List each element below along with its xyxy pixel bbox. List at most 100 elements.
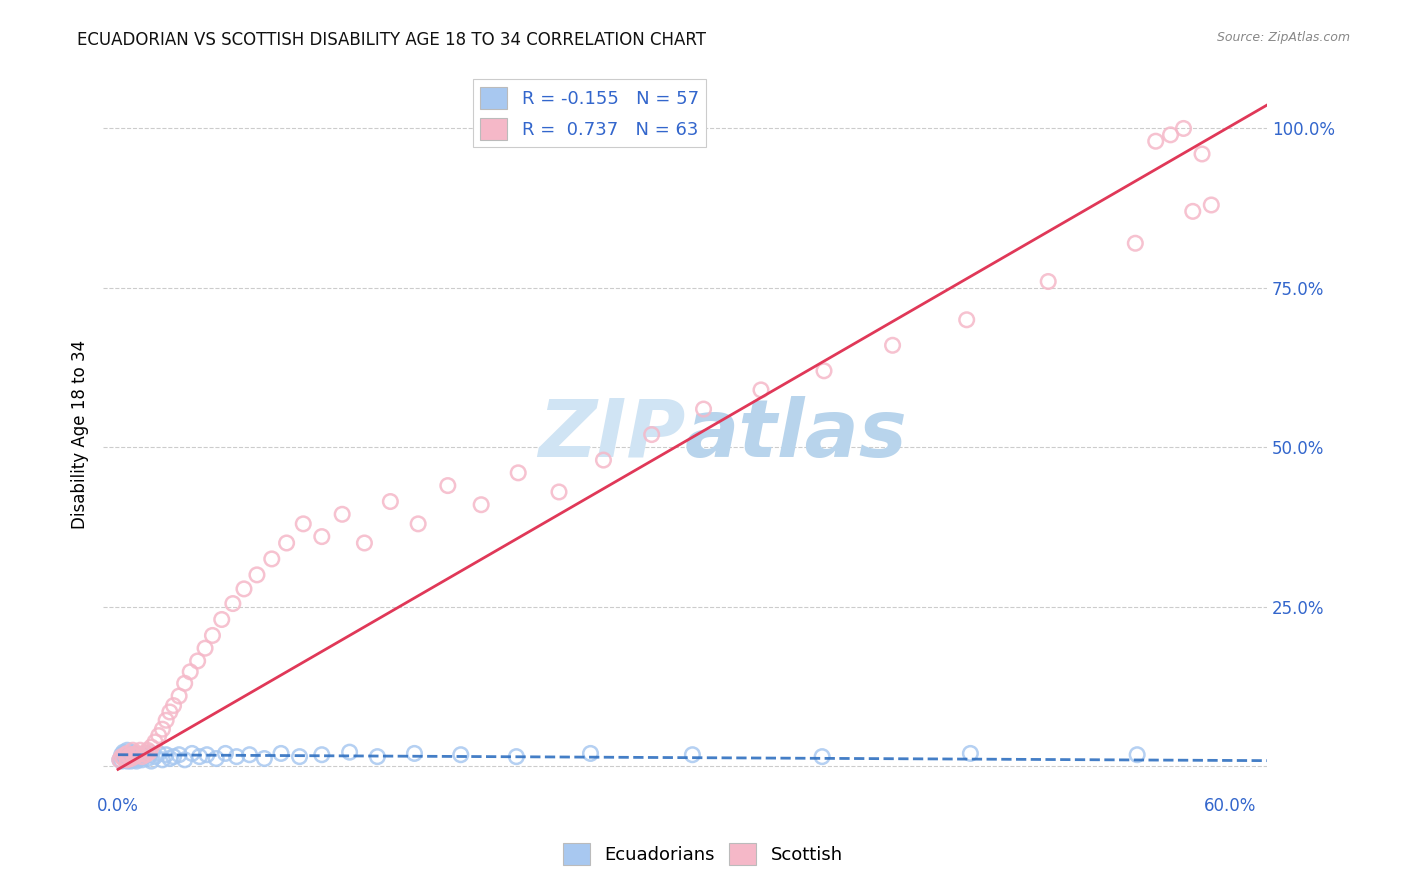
Point <box>111 754 134 768</box>
Point <box>1126 747 1149 762</box>
Point <box>692 402 714 417</box>
Point <box>138 747 160 762</box>
Point <box>211 613 233 627</box>
Point <box>141 740 163 755</box>
Point <box>811 749 834 764</box>
Point <box>121 747 143 762</box>
Text: atlas: atlas <box>685 395 908 474</box>
Text: Source: ZipAtlas.com: Source: ZipAtlas.com <box>1216 31 1350 45</box>
Point <box>179 665 201 679</box>
Point <box>292 516 315 531</box>
Point <box>1160 128 1182 142</box>
Point <box>233 582 256 596</box>
Point <box>127 747 149 762</box>
Point <box>118 747 141 762</box>
Point <box>276 536 298 550</box>
Point <box>194 641 217 656</box>
Point <box>162 749 184 764</box>
Point <box>114 753 136 767</box>
Point <box>118 753 141 767</box>
Point <box>311 747 333 762</box>
Point <box>353 536 375 550</box>
Point <box>135 747 157 762</box>
Point <box>138 745 160 759</box>
Point <box>152 753 174 767</box>
Point <box>135 747 157 761</box>
Point <box>114 747 136 761</box>
Point <box>640 427 662 442</box>
Point <box>270 747 292 761</box>
Point <box>136 751 159 765</box>
Point <box>260 552 283 566</box>
Point <box>288 749 311 764</box>
Point <box>127 751 149 765</box>
Point <box>1201 198 1223 212</box>
Point <box>238 747 260 762</box>
Point <box>187 654 209 668</box>
Point <box>124 747 146 761</box>
Point <box>121 747 143 762</box>
Point <box>1191 147 1213 161</box>
Point <box>195 747 218 762</box>
Point <box>115 754 138 768</box>
Point <box>1144 134 1167 148</box>
Point <box>152 722 174 736</box>
Point <box>813 364 835 378</box>
Y-axis label: Disability Age 18 to 34: Disability Age 18 to 34 <box>72 340 89 529</box>
Point <box>125 754 148 768</box>
Point <box>120 754 142 768</box>
Point <box>437 478 460 492</box>
Point <box>173 676 195 690</box>
Point <box>406 516 429 531</box>
Point <box>508 466 530 480</box>
Point <box>118 749 141 764</box>
Point <box>222 597 245 611</box>
Point <box>131 749 153 764</box>
Point <box>205 751 228 765</box>
Point <box>450 747 472 762</box>
Point <box>124 749 146 764</box>
Point <box>112 751 135 765</box>
Text: ECUADORIAN VS SCOTTISH DISABILITY AGE 18 TO 34 CORRELATION CHART: ECUADORIAN VS SCOTTISH DISABILITY AGE 18… <box>77 31 706 49</box>
Legend: Ecuadorians, Scottish: Ecuadorians, Scottish <box>555 836 851 872</box>
Point <box>1173 121 1195 136</box>
Point <box>155 747 177 762</box>
Point <box>108 753 131 767</box>
Point <box>956 312 979 326</box>
Point <box>1181 204 1204 219</box>
Point <box>111 749 134 764</box>
Point <box>148 729 170 743</box>
Point <box>121 743 143 757</box>
Point <box>114 747 136 762</box>
Point <box>125 749 148 764</box>
Point <box>121 751 143 765</box>
Point <box>579 747 602 761</box>
Point <box>120 751 142 765</box>
Point <box>339 745 361 759</box>
Point <box>1123 236 1146 251</box>
Point <box>959 747 981 761</box>
Point <box>188 749 211 764</box>
Point <box>125 747 148 761</box>
Point <box>225 749 247 764</box>
Point <box>136 743 159 757</box>
Point <box>505 749 527 764</box>
Point <box>311 530 333 544</box>
Point <box>749 383 772 397</box>
Point <box>253 751 276 765</box>
Point <box>115 743 138 757</box>
Point <box>167 747 190 762</box>
Point <box>330 508 353 522</box>
Point <box>246 567 269 582</box>
Point <box>1038 275 1060 289</box>
Point <box>115 747 138 761</box>
Point <box>143 749 166 764</box>
Point <box>132 747 155 761</box>
Point <box>124 753 146 767</box>
Point <box>882 338 904 352</box>
Point <box>592 453 614 467</box>
Point <box>115 749 138 764</box>
Point <box>129 743 152 757</box>
Point <box>167 689 190 703</box>
Point <box>681 747 703 762</box>
